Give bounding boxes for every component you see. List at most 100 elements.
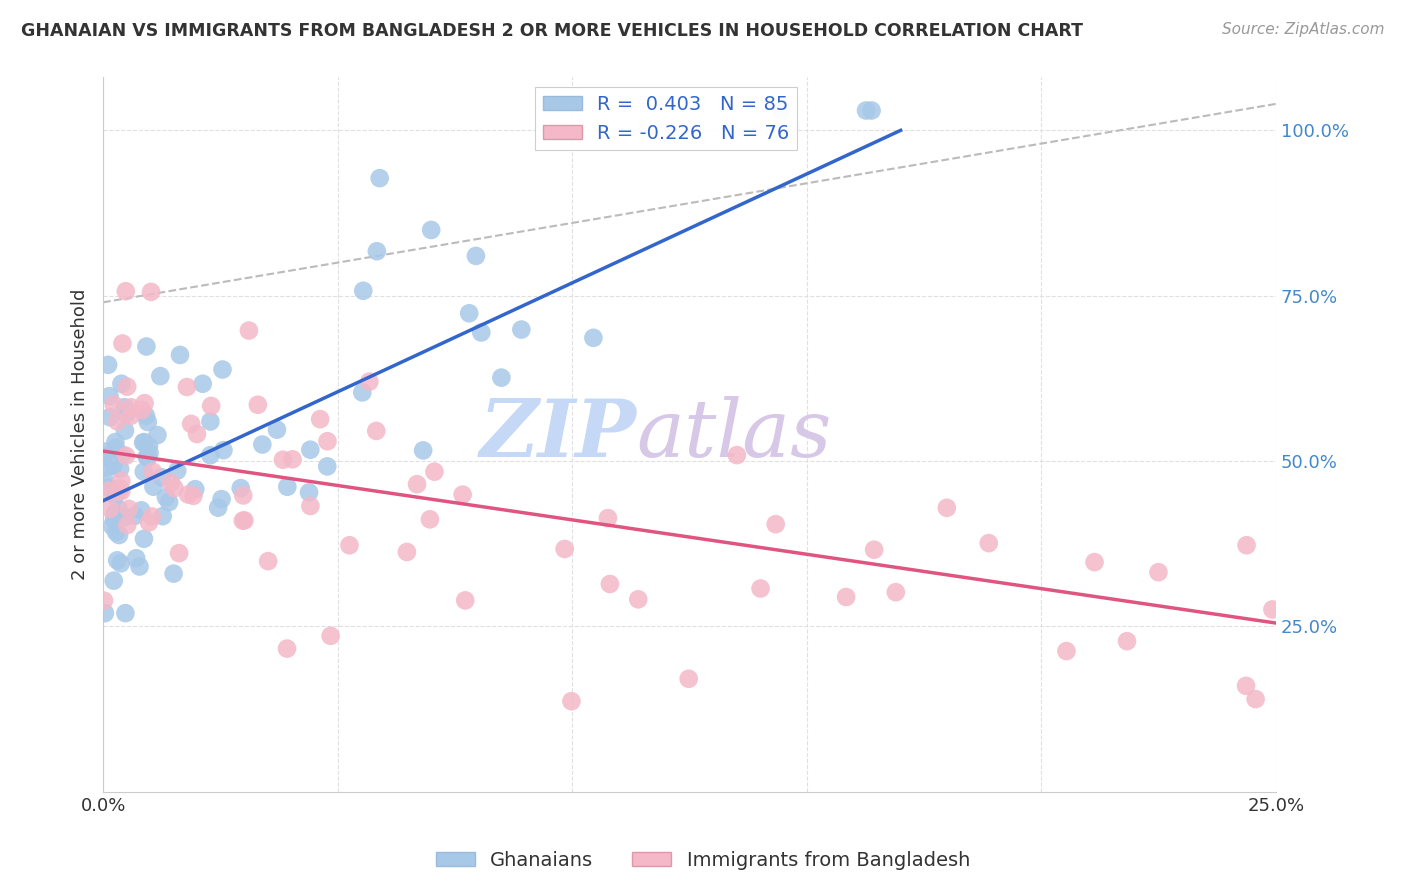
Point — [191, 376, 214, 391]
Point — [184, 482, 207, 496]
Point — [132, 435, 155, 450]
Point — [128, 559, 150, 574]
Point — [368, 171, 391, 186]
Point — [103, 458, 125, 473]
Point — [136, 415, 159, 429]
Point — [93, 450, 115, 464]
Point — [150, 470, 173, 484]
Y-axis label: 2 or more Vehicles in Household: 2 or more Vehicles in Household — [72, 289, 89, 581]
Point — [366, 244, 388, 259]
Point — [316, 434, 339, 449]
Point — [142, 480, 165, 494]
Point — [111, 448, 134, 462]
Point — [855, 103, 877, 118]
Point — [108, 502, 131, 516]
Point — [157, 495, 180, 509]
Point — [138, 446, 160, 460]
Point — [146, 428, 169, 442]
Point — [141, 509, 163, 524]
Point — [114, 510, 136, 524]
Point — [118, 501, 141, 516]
Point — [114, 606, 136, 620]
Point — [725, 448, 748, 462]
Point — [232, 488, 254, 502]
Point — [1236, 538, 1258, 552]
Point — [94, 444, 117, 458]
Point — [132, 532, 155, 546]
Point — [117, 518, 139, 533]
Point — [176, 380, 198, 394]
Point — [169, 348, 191, 362]
Point — [124, 508, 146, 523]
Point — [316, 459, 339, 474]
Text: ZIP: ZIP — [479, 396, 637, 474]
Point — [554, 541, 576, 556]
Point — [627, 592, 650, 607]
Point — [108, 482, 131, 496]
Point — [97, 483, 120, 498]
Point — [1261, 602, 1284, 616]
Legend: R =  0.403   N = 85, R = -0.226   N = 76: R = 0.403 N = 85, R = -0.226 N = 76 — [536, 87, 797, 151]
Point — [136, 450, 159, 465]
Point — [152, 509, 174, 524]
Point — [319, 629, 342, 643]
Point — [98, 389, 121, 403]
Point — [180, 417, 202, 431]
Point — [423, 465, 446, 479]
Point — [233, 513, 256, 527]
Point — [257, 554, 280, 568]
Point — [359, 375, 381, 389]
Point — [366, 424, 388, 438]
Point — [105, 553, 128, 567]
Point — [491, 370, 513, 384]
Point — [110, 376, 132, 391]
Point — [582, 331, 605, 345]
Point — [98, 410, 121, 425]
Point — [131, 403, 153, 417]
Point — [114, 424, 136, 438]
Point — [135, 339, 157, 353]
Point — [167, 546, 190, 560]
Point — [120, 409, 142, 423]
Point — [406, 477, 429, 491]
Point — [134, 396, 156, 410]
Point — [104, 435, 127, 450]
Point — [420, 223, 443, 237]
Point — [103, 398, 125, 412]
Text: Source: ZipAtlas.com: Source: ZipAtlas.com — [1222, 22, 1385, 37]
Point — [132, 465, 155, 479]
Point — [104, 489, 127, 503]
Point — [108, 528, 131, 542]
Point — [200, 448, 222, 462]
Point — [749, 582, 772, 596]
Point — [110, 484, 132, 499]
Point — [454, 593, 477, 607]
Point — [266, 423, 288, 437]
Point — [135, 450, 157, 464]
Point — [599, 577, 621, 591]
Point — [114, 284, 136, 298]
Point — [309, 412, 332, 426]
Point — [1234, 679, 1257, 693]
Point — [276, 480, 298, 494]
Point — [271, 452, 294, 467]
Point — [108, 462, 131, 476]
Point — [103, 574, 125, 588]
Point — [352, 385, 374, 400]
Point — [138, 439, 160, 453]
Point — [149, 369, 172, 384]
Point — [211, 362, 233, 376]
Point — [470, 326, 492, 340]
Point — [352, 284, 374, 298]
Point — [863, 542, 886, 557]
Point — [162, 566, 184, 581]
Point — [138, 516, 160, 530]
Point — [107, 414, 129, 428]
Point — [299, 499, 322, 513]
Point — [276, 641, 298, 656]
Point — [177, 487, 200, 501]
Point — [98, 502, 121, 516]
Point — [104, 525, 127, 540]
Point — [120, 401, 142, 415]
Point — [114, 401, 136, 415]
